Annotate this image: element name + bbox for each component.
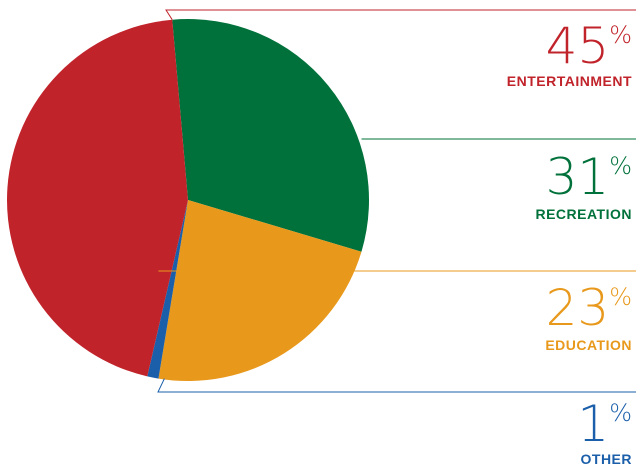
- percent-sign: %: [609, 21, 632, 49]
- slice-value-number: 23: [546, 279, 610, 337]
- leader-line-entertainment: [165, 9, 636, 20]
- slice-value-number: 1: [577, 395, 609, 453]
- slice-value-entertainment: 45%: [546, 17, 632, 75]
- percent-sign: %: [609, 399, 632, 427]
- pie-slice-entertainment: [7, 19, 189, 377]
- leader-line-other: [157, 378, 636, 393]
- pie-slice-recreation: [172, 19, 370, 252]
- slice-value-other: 1%: [577, 395, 632, 453]
- slice-value-number: 31: [546, 148, 610, 206]
- pie-slices: [7, 19, 370, 382]
- slice-value-recreation: 31%: [546, 148, 632, 206]
- slice-label-recreation: RECREATION: [535, 206, 632, 222]
- slice-labels: 45%ENTERTAINMENT31%RECREATION23%EDUCATIO…: [507, 17, 632, 467]
- slice-value-education: 23%: [546, 279, 632, 337]
- slice-label-other: OTHER: [581, 451, 633, 467]
- percent-sign: %: [609, 283, 632, 311]
- pie-slice-other: [147, 200, 188, 379]
- slice-value-number: 45: [546, 17, 610, 75]
- slice-label-entertainment: ENTERTAINMENT: [507, 73, 632, 89]
- percent-sign: %: [609, 152, 632, 180]
- leader-lines: [157, 9, 636, 393]
- slice-label-education: EDUCATION: [545, 337, 632, 353]
- pie-slice-education: [158, 200, 362, 382]
